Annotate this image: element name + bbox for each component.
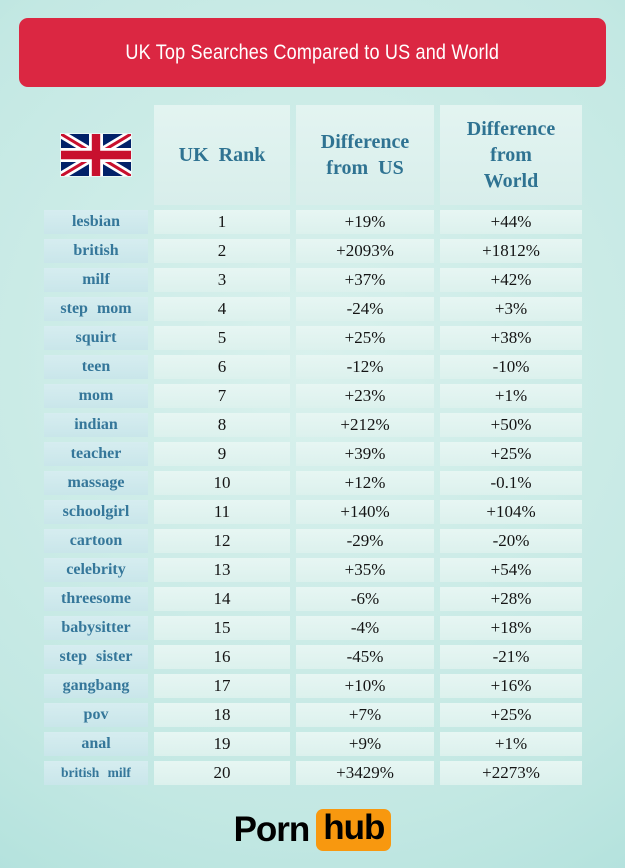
search-term: milf xyxy=(44,268,148,292)
world-diff-value: -21% xyxy=(440,645,582,669)
search-term: pov xyxy=(44,703,148,727)
world-diff-value: +25% xyxy=(440,703,582,727)
us-diff-value: -45% xyxy=(296,645,434,669)
world-diff-value: +28% xyxy=(440,587,582,611)
us-diff-value: +37% xyxy=(296,268,434,292)
us-diff-value: +212% xyxy=(296,413,434,437)
us-diff-value: +12% xyxy=(296,471,434,495)
rank-value: 15 xyxy=(154,616,290,640)
search-term: schoolgirl xyxy=(44,500,148,524)
us-diff-value: +7% xyxy=(296,703,434,727)
search-term: cartoon xyxy=(44,529,148,553)
rank-value: 1 xyxy=(154,210,290,234)
uk-flag-icon xyxy=(61,134,131,176)
us-diff-value: -24% xyxy=(296,297,434,321)
world-diff-value: +54% xyxy=(440,558,582,582)
rank-value: 10 xyxy=(154,471,290,495)
search-term: british xyxy=(44,239,148,263)
world-diff-value: +44% xyxy=(440,210,582,234)
rank-value: 3 xyxy=(154,268,290,292)
world-diff-value: +50% xyxy=(440,413,582,437)
search-term: anal xyxy=(44,732,148,756)
search-term: celebrity xyxy=(44,558,148,582)
us-diff-value: +23% xyxy=(296,384,434,408)
world-diff-value: +104% xyxy=(440,500,582,524)
us-diff-value: -29% xyxy=(296,529,434,553)
pornhub-logo-hub-badge: hub xyxy=(316,808,392,852)
rank-value: 11 xyxy=(154,500,290,524)
rank-value: 16 xyxy=(154,645,290,669)
search-term: teen xyxy=(44,355,148,379)
world-diff-value: +38% xyxy=(440,326,582,350)
us-diff-value: +2093% xyxy=(296,239,434,263)
world-diff-value: +1% xyxy=(440,384,582,408)
us-diff-value: +140% xyxy=(296,500,434,524)
search-term: squirt xyxy=(44,326,148,350)
title-banner: UK Top Searches Compared to US and World xyxy=(19,18,606,87)
rank-value: 20 xyxy=(154,761,290,785)
world-diff-value: +1% xyxy=(440,732,582,756)
search-term: step sister xyxy=(44,645,148,669)
us-diff-value: -4% xyxy=(296,616,434,640)
flag-header-cell xyxy=(44,105,148,205)
page-title: UK Top Searches Compared to US and World xyxy=(125,40,500,64)
search-term: threesome xyxy=(44,587,148,611)
world-diff-value: +2273% xyxy=(440,761,582,785)
us-diff-value: +19% xyxy=(296,210,434,234)
rank-value: 6 xyxy=(154,355,290,379)
search-term: babysitter xyxy=(44,616,148,640)
search-term: massage xyxy=(44,471,148,495)
data-table: UK Rank Difference from US Difference fr… xyxy=(44,105,582,785)
pornhub-logo: Porn hub xyxy=(0,804,625,856)
world-diff-value: +16% xyxy=(440,674,582,698)
search-term: step mom xyxy=(44,297,148,321)
rank-value: 19 xyxy=(154,732,290,756)
rank-value: 7 xyxy=(154,384,290,408)
us-diff-value: -6% xyxy=(296,587,434,611)
world-diff-value: +18% xyxy=(440,616,582,640)
pornhub-logo-porn-text: Porn xyxy=(233,810,311,849)
rank-value: 17 xyxy=(154,674,290,698)
world-diff-value: +3% xyxy=(440,297,582,321)
rank-value: 4 xyxy=(154,297,290,321)
world-diff-value: -10% xyxy=(440,355,582,379)
world-diff-value: -20% xyxy=(440,529,582,553)
world-diff-value: +42% xyxy=(440,268,582,292)
rank-value: 18 xyxy=(154,703,290,727)
search-term: gangbang xyxy=(44,674,148,698)
rank-value: 12 xyxy=(154,529,290,553)
rank-value: 13 xyxy=(154,558,290,582)
world-diff-value: +1812% xyxy=(440,239,582,263)
column-header-uk-rank: UK Rank xyxy=(154,105,290,205)
world-diff-value: -0.1% xyxy=(440,471,582,495)
rank-value: 14 xyxy=(154,587,290,611)
us-diff-value: +35% xyxy=(296,558,434,582)
search-term: mom xyxy=(44,384,148,408)
us-diff-value: +9% xyxy=(296,732,434,756)
search-term: british milf xyxy=(44,761,148,785)
rank-value: 9 xyxy=(154,442,290,466)
rank-value: 5 xyxy=(154,326,290,350)
us-diff-value: +25% xyxy=(296,326,434,350)
rank-value: 2 xyxy=(154,239,290,263)
us-diff-value: +39% xyxy=(296,442,434,466)
column-header-diff-us: Difference from US xyxy=(296,105,434,205)
search-term: teacher xyxy=(44,442,148,466)
rank-value: 8 xyxy=(154,413,290,437)
us-diff-value: -12% xyxy=(296,355,434,379)
world-diff-value: +25% xyxy=(440,442,582,466)
search-term: lesbian xyxy=(44,210,148,234)
column-header-diff-world: Difference from World xyxy=(440,105,582,205)
us-diff-value: +3429% xyxy=(296,761,434,785)
us-diff-value: +10% xyxy=(296,674,434,698)
search-term: indian xyxy=(44,413,148,437)
